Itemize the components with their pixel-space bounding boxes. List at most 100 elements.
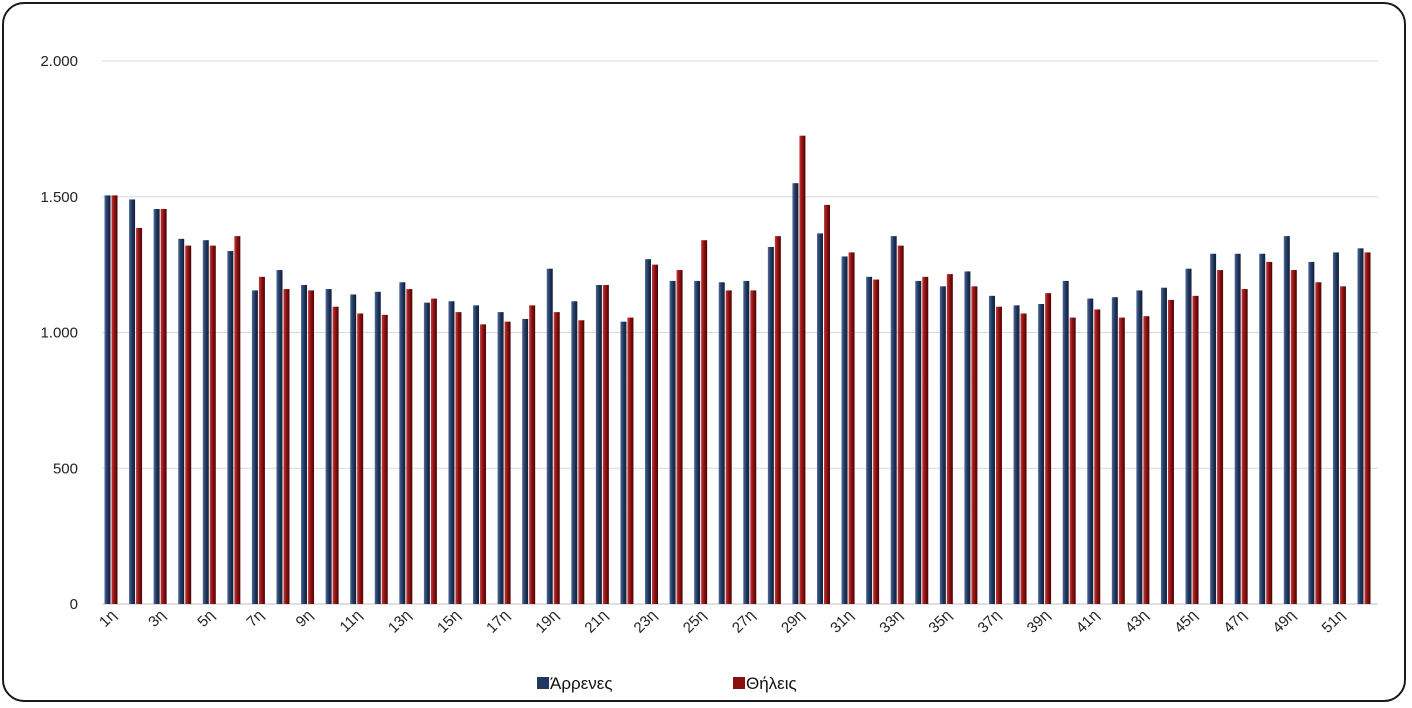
bar-thileis bbox=[160, 208, 167, 604]
bar-thileis bbox=[1020, 313, 1027, 604]
x-tick-label: 5η bbox=[194, 607, 218, 631]
bar-thileis bbox=[995, 306, 1002, 604]
bar-arrenes bbox=[153, 208, 160, 604]
x-tick-label: 27η bbox=[729, 607, 759, 637]
bar-arrenes bbox=[595, 284, 602, 604]
bar-arrenes bbox=[374, 291, 381, 604]
bar-arrenes bbox=[988, 295, 995, 604]
bar-thileis bbox=[971, 286, 978, 604]
bar-arrenes bbox=[1234, 253, 1241, 604]
bar-arrenes bbox=[1357, 248, 1364, 604]
bar-thileis bbox=[185, 245, 192, 604]
bars bbox=[104, 135, 1371, 605]
bar-arrenes bbox=[473, 305, 480, 604]
x-tick-label: 15η bbox=[434, 607, 464, 637]
bar-thileis bbox=[1364, 252, 1371, 604]
bar-arrenes bbox=[1038, 303, 1045, 604]
bar-thileis bbox=[848, 252, 855, 604]
bar-thileis bbox=[111, 195, 118, 604]
bar-arrenes bbox=[890, 236, 897, 604]
bar-thileis bbox=[308, 290, 315, 604]
x-tick-label: 9η bbox=[293, 607, 317, 631]
bar-arrenes bbox=[669, 280, 676, 604]
x-tick-label: 41η bbox=[1073, 607, 1103, 637]
bar-thileis bbox=[676, 270, 683, 604]
bar-arrenes bbox=[1160, 287, 1167, 604]
bar-thileis bbox=[430, 298, 437, 604]
bar-thileis bbox=[553, 312, 560, 604]
bar-arrenes bbox=[767, 246, 774, 605]
bar-thileis bbox=[602, 284, 609, 604]
bar-arrenes bbox=[743, 280, 750, 604]
bar-thileis bbox=[946, 274, 953, 604]
x-tick-label: 37η bbox=[975, 607, 1005, 637]
bar-thileis bbox=[701, 240, 708, 604]
bar-arrenes bbox=[227, 251, 234, 605]
x-tick-label: 23η bbox=[631, 607, 661, 637]
bar-thileis bbox=[234, 236, 241, 604]
legend-label: Άρρενες bbox=[550, 674, 613, 693]
bar-thileis bbox=[750, 290, 757, 604]
bar-arrenes bbox=[104, 195, 111, 604]
bar-thileis bbox=[357, 313, 364, 604]
x-tick-label: 33η bbox=[876, 607, 906, 637]
bar-arrenes bbox=[1013, 305, 1020, 604]
bar-thileis bbox=[652, 264, 659, 604]
bar-arrenes bbox=[1283, 236, 1290, 604]
bar-thileis bbox=[578, 320, 585, 604]
x-tick-label: 43η bbox=[1122, 607, 1152, 637]
bar-arrenes bbox=[964, 271, 971, 604]
bar-arrenes bbox=[571, 301, 578, 604]
x-tick-label: 11η bbox=[337, 607, 366, 636]
bar-arrenes bbox=[202, 240, 209, 604]
bar-arrenes bbox=[620, 321, 627, 604]
bar-thileis bbox=[1266, 261, 1273, 604]
bar-thileis bbox=[455, 312, 462, 604]
bar-arrenes bbox=[251, 290, 258, 604]
bar-thileis bbox=[799, 135, 806, 604]
bar-arrenes bbox=[915, 280, 922, 604]
bar-arrenes bbox=[1111, 297, 1118, 604]
bar-arrenes bbox=[1087, 298, 1094, 604]
legend-swatch bbox=[537, 677, 549, 689]
x-tick-label: 17η bbox=[483, 607, 513, 637]
x-tick-label: 1η bbox=[96, 607, 120, 631]
bar-arrenes bbox=[645, 259, 652, 604]
legend-swatch bbox=[733, 677, 745, 689]
x-tick-label: 7η bbox=[243, 607, 267, 631]
bar-thileis bbox=[1192, 295, 1199, 604]
bar-thileis bbox=[504, 321, 511, 604]
bar-arrenes bbox=[276, 270, 283, 604]
bar-thileis bbox=[627, 317, 634, 604]
y-tick-label: 500 bbox=[53, 460, 78, 477]
bar-arrenes bbox=[1210, 253, 1217, 604]
bar-thileis bbox=[258, 276, 265, 604]
bar-thileis bbox=[480, 324, 487, 604]
bar-arrenes bbox=[1308, 261, 1315, 604]
bar-thileis bbox=[725, 290, 732, 604]
bar-thileis bbox=[1045, 293, 1052, 604]
bar-arrenes bbox=[816, 233, 823, 604]
bar-thileis bbox=[897, 245, 904, 604]
y-tick-label: 0 bbox=[70, 596, 78, 613]
bar-arrenes bbox=[1062, 280, 1069, 604]
bar-arrenes bbox=[448, 301, 455, 604]
bar-thileis bbox=[1143, 316, 1150, 604]
x-axis-ticks: 1η 3η 5η 7η 9η 11η 13η 15η 17η 19η 21η 23η 25η 27η 29η… bbox=[96, 607, 1348, 637]
bar-arrenes bbox=[866, 276, 873, 604]
x-tick-label: 19η bbox=[532, 607, 562, 637]
bar-arrenes bbox=[718, 282, 725, 604]
y-tick-label: 1.000 bbox=[40, 325, 78, 342]
bar-arrenes bbox=[546, 268, 553, 604]
bar-thileis bbox=[1069, 317, 1076, 604]
legend-label: Θήλεις bbox=[746, 674, 797, 693]
bar-thileis bbox=[1167, 299, 1174, 604]
y-tick-label: 2.000 bbox=[40, 53, 78, 70]
bar-arrenes bbox=[1185, 268, 1192, 604]
x-tick-label: 31η bbox=[827, 607, 857, 637]
bar-arrenes bbox=[522, 318, 529, 604]
bar-arrenes bbox=[423, 302, 430, 604]
bar-arrenes bbox=[129, 199, 136, 604]
bar-thileis bbox=[283, 289, 290, 604]
